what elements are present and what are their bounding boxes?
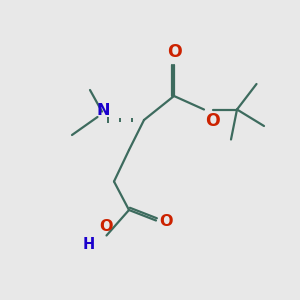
Text: O: O (167, 43, 182, 61)
Text: O: O (206, 112, 220, 130)
Text: H: H (82, 237, 94, 252)
Text: N: N (97, 103, 110, 118)
Text: O: O (159, 214, 172, 230)
Text: O: O (100, 219, 113, 234)
